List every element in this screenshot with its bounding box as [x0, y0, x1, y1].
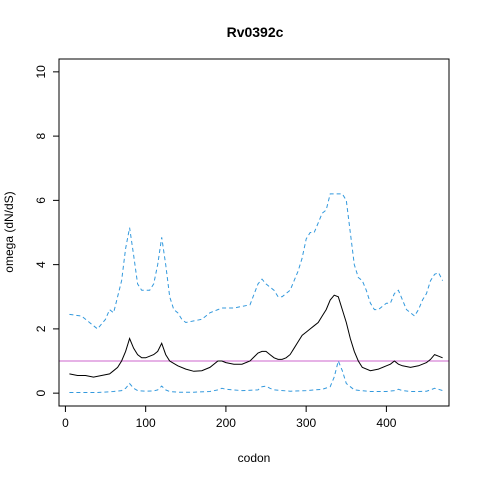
- y-axis-label: omega (dN/dS): [2, 191, 16, 272]
- x-axis: 0 100 200 300 400: [62, 405, 397, 430]
- x-tick-label: 300: [296, 416, 316, 430]
- x-tick-label: 400: [376, 416, 396, 430]
- y-tick-label: 8: [34, 132, 48, 139]
- y-tick-label: 10: [34, 65, 48, 79]
- y-tick-label: 0: [34, 389, 48, 396]
- y-tick-label: 2: [34, 325, 48, 332]
- plot-frame: [58, 58, 450, 407]
- x-axis-label: codon: [238, 451, 271, 465]
- x-tick-label: 0: [62, 416, 69, 430]
- x-tick-label: 200: [216, 416, 236, 430]
- y-axis: 0 2 4 6 8 10: [34, 65, 59, 396]
- chart-title: Rv0392c: [227, 24, 284, 40]
- series-line-2: [69, 359, 443, 393]
- y-tick-label: 6: [34, 197, 48, 204]
- y-tick-label: 4: [34, 261, 48, 268]
- series-line-1: [69, 294, 443, 378]
- x-tick-label: 100: [136, 416, 156, 430]
- series-line-0: [69, 193, 444, 330]
